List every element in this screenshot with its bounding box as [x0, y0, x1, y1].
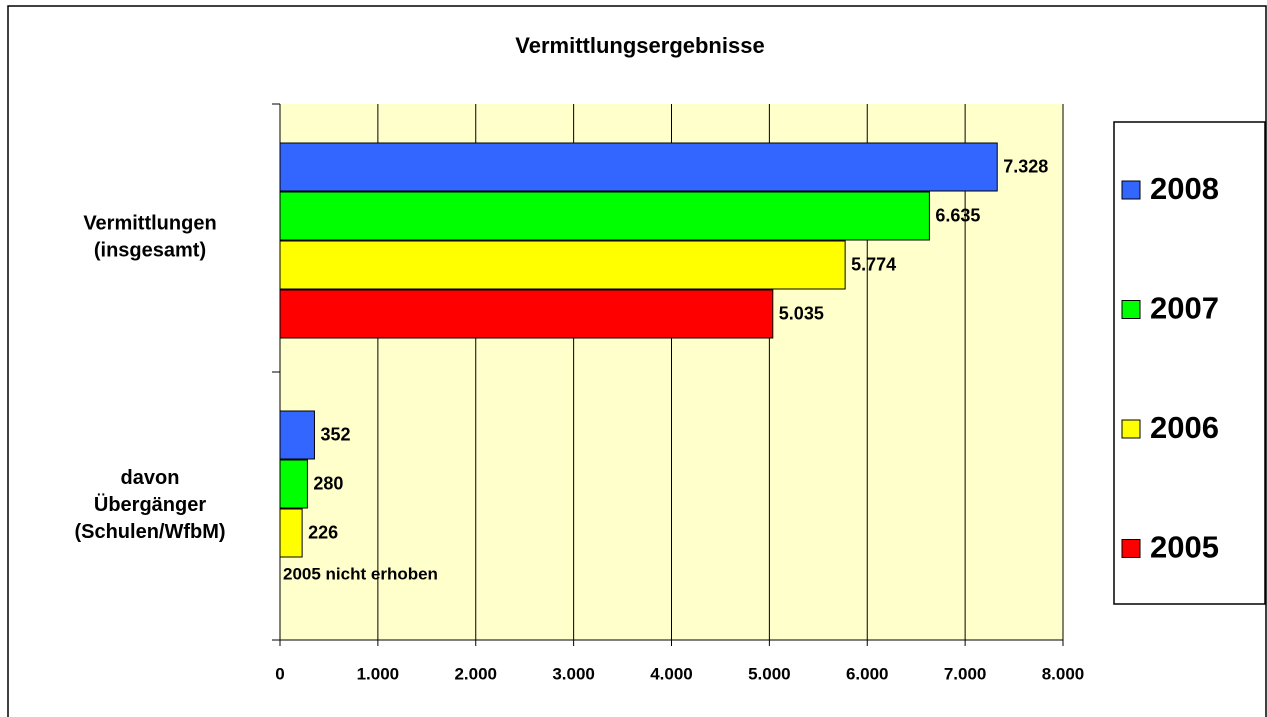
bar	[279, 142, 998, 192]
y-tick-label: Vermittlungen (insgesamt)	[83, 213, 216, 262]
x-tick-label: 4.000	[650, 664, 693, 683]
y-tick-label: davon Übergänger (Schulen/WfbM)	[74, 467, 225, 543]
legend-swatch	[1121, 539, 1141, 558]
legend-box	[1113, 121, 1266, 605]
bar	[279, 508, 303, 558]
x-tick-label: 1.000	[357, 664, 400, 683]
legend-label: 2006	[1150, 410, 1219, 445]
x-tick-label: 7.000	[944, 664, 987, 683]
value-label: 280	[313, 473, 343, 493]
x-tick-label: 5.000	[748, 664, 791, 683]
value-label: 5.774	[851, 254, 896, 274]
annotation: 2005 nicht erhoben	[283, 564, 438, 583]
x-tick-label: 2.000	[454, 664, 497, 683]
value-label: 226	[308, 522, 338, 542]
legend-swatch	[1121, 419, 1141, 439]
legend-label: 2005	[1150, 530, 1219, 565]
x-tick-label: 6.000	[846, 664, 889, 683]
x-tick-label: 0	[275, 664, 284, 683]
bar	[279, 191, 930, 241]
bar	[279, 410, 315, 460]
bar	[279, 289, 774, 339]
legend-label: 2007	[1150, 291, 1219, 326]
bar	[279, 459, 308, 509]
legend-label: 2008	[1150, 171, 1219, 206]
value-label: 5.035	[779, 303, 824, 323]
value-label: 6.635	[935, 205, 980, 225]
value-label: 352	[320, 424, 350, 444]
bar	[279, 240, 846, 290]
x-tick-label: 8.000	[1042, 664, 1085, 683]
value-label: 7.328	[1003, 156, 1048, 176]
chart-title: Vermittlungsergebnisse	[515, 33, 764, 58]
legend-swatch	[1121, 180, 1141, 200]
x-tick-label: 3.000	[552, 664, 595, 683]
legend-swatch	[1121, 300, 1141, 319]
